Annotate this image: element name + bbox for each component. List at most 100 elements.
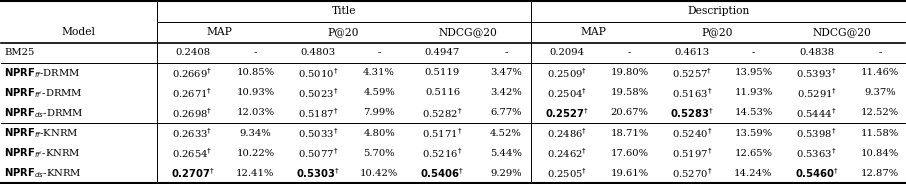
Text: 4.31%: 4.31% — [363, 68, 395, 77]
Text: 13.95%: 13.95% — [734, 68, 773, 77]
Text: 10.93%: 10.93% — [236, 88, 275, 97]
Text: 0.2094: 0.2094 — [549, 48, 584, 57]
Text: -: - — [879, 48, 882, 57]
Text: 10.42%: 10.42% — [360, 169, 399, 178]
Text: $\mathbf{0.2707}^{\dagger}$: $\mathbf{0.2707}^{\dagger}$ — [170, 166, 215, 180]
Text: 11.58%: 11.58% — [861, 129, 899, 137]
Text: 0.5077$^{\dagger}$: 0.5077$^{\dagger}$ — [298, 146, 339, 160]
Text: P@20: P@20 — [328, 27, 359, 37]
Text: $\mathbf{NPRF}_{\mathit{ds}}$-KNRM: $\mathbf{NPRF}_{\mathit{ds}}$-KNRM — [5, 166, 82, 180]
Text: 0.2408: 0.2408 — [175, 48, 210, 57]
Text: 0.5240$^{\dagger}$: 0.5240$^{\dagger}$ — [672, 126, 713, 140]
Text: 4.52%: 4.52% — [490, 129, 522, 137]
Text: 10.22%: 10.22% — [236, 149, 275, 158]
Text: -: - — [378, 48, 381, 57]
Text: 17.60%: 17.60% — [611, 149, 649, 158]
Text: 5.70%: 5.70% — [363, 149, 395, 158]
Text: $\mathbf{NPRF}_{\mathit{ff'}}$-DRMM: $\mathbf{NPRF}_{\mathit{ff'}}$-DRMM — [5, 86, 83, 100]
Text: 3.47%: 3.47% — [490, 68, 522, 77]
Text: -: - — [628, 48, 631, 57]
Text: 0.5010$^{\dagger}$: 0.5010$^{\dagger}$ — [298, 66, 338, 80]
Text: 4.80%: 4.80% — [363, 129, 395, 137]
Text: 6.77%: 6.77% — [490, 108, 522, 117]
Text: 0.5398$^{\dagger}$: 0.5398$^{\dagger}$ — [796, 126, 837, 140]
Text: 12.41%: 12.41% — [236, 169, 275, 178]
Text: 0.5163$^{\dagger}$: 0.5163$^{\dagger}$ — [672, 86, 713, 100]
Text: 0.2669$^{\dagger}$: 0.2669$^{\dagger}$ — [172, 66, 213, 80]
Text: 12.65%: 12.65% — [735, 149, 772, 158]
Text: 0.5119: 0.5119 — [425, 68, 460, 77]
Text: $\mathbf{0.5303}^{\dagger}$: $\mathbf{0.5303}^{\dagger}$ — [296, 166, 340, 180]
Text: MAP: MAP — [581, 27, 607, 37]
Text: 0.4803: 0.4803 — [301, 48, 335, 57]
Text: 20.67%: 20.67% — [611, 108, 649, 117]
Text: 0.5270$^{\dagger}$: 0.5270$^{\dagger}$ — [672, 166, 713, 180]
Text: -: - — [504, 48, 507, 57]
Text: 0.2698$^{\dagger}$: 0.2698$^{\dagger}$ — [172, 106, 213, 120]
Text: 0.2654$^{\dagger}$: 0.2654$^{\dagger}$ — [172, 146, 213, 160]
Text: $\mathbf{NPRF}_{\mathit{ds}}$-DRMM: $\mathbf{NPRF}_{\mathit{ds}}$-DRMM — [5, 106, 84, 120]
Text: Title: Title — [332, 6, 356, 16]
Text: 19.58%: 19.58% — [611, 88, 649, 97]
Text: 0.4947: 0.4947 — [425, 48, 460, 57]
Text: 11.46%: 11.46% — [861, 68, 899, 77]
Text: 14.24%: 14.24% — [734, 169, 773, 178]
Text: $\mathbf{NPRF}_{\mathit{ff}}$-DRMM: $\mathbf{NPRF}_{\mathit{ff}}$-DRMM — [5, 66, 81, 80]
Text: $\mathbf{0.5283}^{\dagger}$: $\mathbf{0.5283}^{\dagger}$ — [670, 106, 715, 120]
Text: 0.2671$^{\dagger}$: 0.2671$^{\dagger}$ — [172, 86, 213, 100]
Text: 0.5116: 0.5116 — [425, 88, 460, 97]
Text: 0.2462$^{\dagger}$: 0.2462$^{\dagger}$ — [546, 146, 587, 160]
Text: $\mathbf{0.2527}^{\dagger}$: $\mathbf{0.2527}^{\dagger}$ — [545, 106, 589, 120]
Text: 0.5444$^{\dagger}$: 0.5444$^{\dagger}$ — [796, 106, 837, 120]
Text: $\mathbf{0.5460}^{\dagger}$: $\mathbf{0.5460}^{\dagger}$ — [795, 166, 839, 180]
Text: 12.52%: 12.52% — [861, 108, 899, 117]
Text: 0.5033$^{\dagger}$: 0.5033$^{\dagger}$ — [298, 126, 338, 140]
Text: 5.44%: 5.44% — [490, 149, 522, 158]
Text: 0.5393$^{\dagger}$: 0.5393$^{\dagger}$ — [796, 66, 837, 80]
Text: 0.5363$^{\dagger}$: 0.5363$^{\dagger}$ — [796, 146, 837, 160]
Text: 0.5282$^{\dagger}$: 0.5282$^{\dagger}$ — [422, 106, 463, 120]
Text: 11.93%: 11.93% — [734, 88, 773, 97]
Text: Model: Model — [62, 27, 96, 37]
Text: 12.87%: 12.87% — [861, 169, 899, 178]
Text: 0.2633$^{\dagger}$: 0.2633$^{\dagger}$ — [172, 126, 213, 140]
Text: 9.29%: 9.29% — [490, 169, 522, 178]
Text: 0.2504$^{\dagger}$: 0.2504$^{\dagger}$ — [546, 86, 587, 100]
Text: 12.03%: 12.03% — [236, 108, 275, 117]
Text: NDCG@20: NDCG@20 — [813, 27, 872, 37]
Text: 0.5291$^{\dagger}$: 0.5291$^{\dagger}$ — [796, 86, 837, 100]
Text: 7.99%: 7.99% — [363, 108, 395, 117]
Text: 13.59%: 13.59% — [734, 129, 773, 137]
Text: $\mathbf{0.5406}^{\dagger}$: $\mathbf{0.5406}^{\dagger}$ — [420, 166, 465, 180]
Text: 10.84%: 10.84% — [861, 149, 899, 158]
Text: 0.2505$^{\dagger}$: 0.2505$^{\dagger}$ — [546, 166, 587, 180]
Text: -: - — [752, 48, 755, 57]
Text: -: - — [254, 48, 257, 57]
Text: 0.5023$^{\dagger}$: 0.5023$^{\dagger}$ — [298, 86, 338, 100]
Text: 18.71%: 18.71% — [611, 129, 649, 137]
Text: 0.5216$^{\dagger}$: 0.5216$^{\dagger}$ — [422, 146, 463, 160]
Text: Description: Description — [687, 6, 749, 16]
Text: 10.85%: 10.85% — [236, 68, 275, 77]
Text: 0.4613: 0.4613 — [675, 48, 710, 57]
Text: 14.53%: 14.53% — [734, 108, 773, 117]
Text: 0.2509$^{\dagger}$: 0.2509$^{\dagger}$ — [546, 66, 587, 80]
Text: 0.5171$^{\dagger}$: 0.5171$^{\dagger}$ — [422, 126, 463, 140]
Text: 0.5257$^{\dagger}$: 0.5257$^{\dagger}$ — [672, 66, 712, 80]
Text: 9.37%: 9.37% — [864, 88, 896, 97]
Text: 0.5197$^{\dagger}$: 0.5197$^{\dagger}$ — [672, 146, 713, 160]
Text: 0.2486$^{\dagger}$: 0.2486$^{\dagger}$ — [546, 126, 587, 140]
Text: MAP: MAP — [207, 27, 233, 37]
Text: 0.4838: 0.4838 — [799, 48, 834, 57]
Text: NDCG@20: NDCG@20 — [439, 27, 497, 37]
Text: P@20: P@20 — [702, 27, 733, 37]
Text: 4.59%: 4.59% — [363, 88, 395, 97]
Text: 19.61%: 19.61% — [611, 169, 649, 178]
Text: BM25: BM25 — [5, 48, 34, 57]
Text: 0.5187$^{\dagger}$: 0.5187$^{\dagger}$ — [298, 106, 338, 120]
Text: $\mathbf{NPRF}_{\mathit{ff'}}$-KNRM: $\mathbf{NPRF}_{\mathit{ff'}}$-KNRM — [5, 146, 81, 160]
Text: $\mathbf{NPRF}_{\mathit{ff}}$-KNRM: $\mathbf{NPRF}_{\mathit{ff}}$-KNRM — [5, 126, 79, 140]
Text: 9.34%: 9.34% — [239, 129, 271, 137]
Text: 3.42%: 3.42% — [490, 88, 522, 97]
Text: 19.80%: 19.80% — [611, 68, 649, 77]
